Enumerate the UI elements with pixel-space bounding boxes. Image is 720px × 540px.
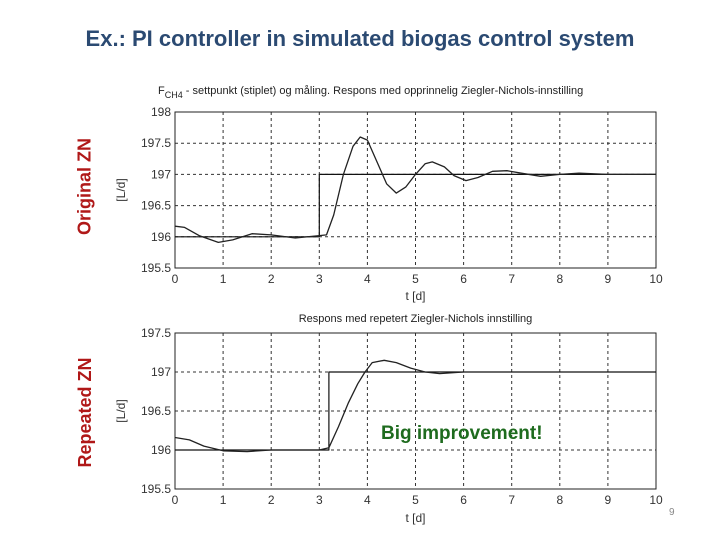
y-tick-label: 197.5 <box>141 136 171 150</box>
x-tick-label: 9 <box>605 493 612 507</box>
annotation-big-improvement: Big improvement! <box>381 423 543 444</box>
setpoint-line <box>175 371 656 451</box>
x-tick-label: 0 <box>172 493 179 507</box>
plot-title: FCH4 - settpunkt (stiplet) og måling. Re… <box>158 85 583 100</box>
y-tick-label: 196.5 <box>141 404 171 418</box>
x-tick-label: 10 <box>649 493 663 507</box>
y-tick-label: 195.5 <box>141 261 171 275</box>
x-tick-label: 2 <box>268 493 275 507</box>
x-tick-label: 7 <box>508 272 515 286</box>
x-tick-label: 7 <box>508 493 515 507</box>
y-tick-label: 197 <box>151 167 171 181</box>
x-tick-label: 1 <box>220 493 227 507</box>
measurement-line <box>174 359 464 453</box>
slide-title: Ex.: PI controller in simulated biogas c… <box>85 26 635 51</box>
x-tick-label: 1 <box>220 272 227 286</box>
x-tick-label: 10 <box>649 272 663 286</box>
x-tick-label: 5 <box>412 493 419 507</box>
y-axis-label: [L/d] <box>114 178 128 201</box>
y-tick-label: 198 <box>151 105 171 119</box>
plot-title: Respons med repetert Ziegler-Nichols inn… <box>299 313 533 325</box>
x-tick-label: 5 <box>412 272 419 286</box>
y-tick-label: 197 <box>151 365 171 379</box>
x-tick-label: 4 <box>364 493 371 507</box>
x-axis-label: t [d] <box>405 289 425 303</box>
x-tick-label: 6 <box>460 493 467 507</box>
x-tick-label: 3 <box>316 272 323 286</box>
x-tick-label: 2 <box>268 272 275 286</box>
measurement-line <box>174 136 656 244</box>
y-tick-label: 196 <box>151 230 171 244</box>
x-tick-label: 8 <box>556 272 563 286</box>
x-tick-label: 0 <box>172 272 179 286</box>
x-tick-label: 4 <box>364 272 371 286</box>
x-tick-label: 8 <box>556 493 563 507</box>
x-tick-label: 6 <box>460 272 467 286</box>
y-tick-label: 196 <box>151 443 171 457</box>
plot-1: 0 1 2 3 4 5 6 7 8 9 10 195.5 196 196.5 197 197.5 198 t [d… <box>114 85 663 303</box>
page-number: 9 <box>669 507 675 518</box>
y-tick-label: 196.5 <box>141 199 171 213</box>
plot-2: 0 1 2 3 4 5 6 7 8 9 10 195.5 196 196.5 197 197.5 t [d] [L… <box>114 313 663 525</box>
setpoint-line <box>175 173 656 238</box>
y-tick-label: 195.5 <box>141 482 171 496</box>
x-tick-label: 3 <box>316 493 323 507</box>
y-axis-label: [L/d] <box>114 399 128 422</box>
x-axis-label: t [d] <box>405 511 425 525</box>
x-tick-label: 9 <box>605 272 612 286</box>
y-tick-label: 197.5 <box>141 326 171 340</box>
